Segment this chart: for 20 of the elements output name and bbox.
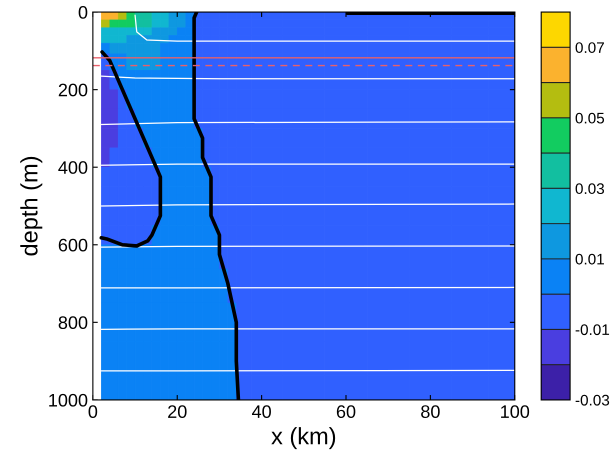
color-bar-label: 0.01 [576, 254, 604, 265]
y-tick-label: 800 [58, 316, 88, 330]
x-tick-label: 40 [252, 405, 271, 418]
y-tick-label: 200 [58, 84, 88, 96]
color-bar-label: 0.05 [576, 112, 604, 124]
color-bar-label: 0.03 [576, 183, 604, 194]
x-tick-label: 100 [501, 405, 530, 418]
x-tick-label: 20 [168, 405, 187, 418]
y-axis-title: depth (m) [20, 156, 42, 256]
x-tick-label: 60 [336, 405, 356, 418]
color-bar-label: -0.01 [576, 324, 610, 336]
y-tick-label: 400 [58, 161, 88, 174]
color-bar-label: -0.03 [576, 394, 610, 406]
y-tick-label: 1000 [49, 394, 88, 407]
color-bar-label: 0.07 [576, 42, 604, 54]
x-tick-label: 0 [88, 405, 98, 418]
x-axis-title: x (km) [271, 427, 336, 450]
y-tick-label: 0 [78, 6, 88, 19]
x-tick-label: 80 [421, 405, 440, 418]
y-tick-label: 600 [58, 238, 88, 252]
